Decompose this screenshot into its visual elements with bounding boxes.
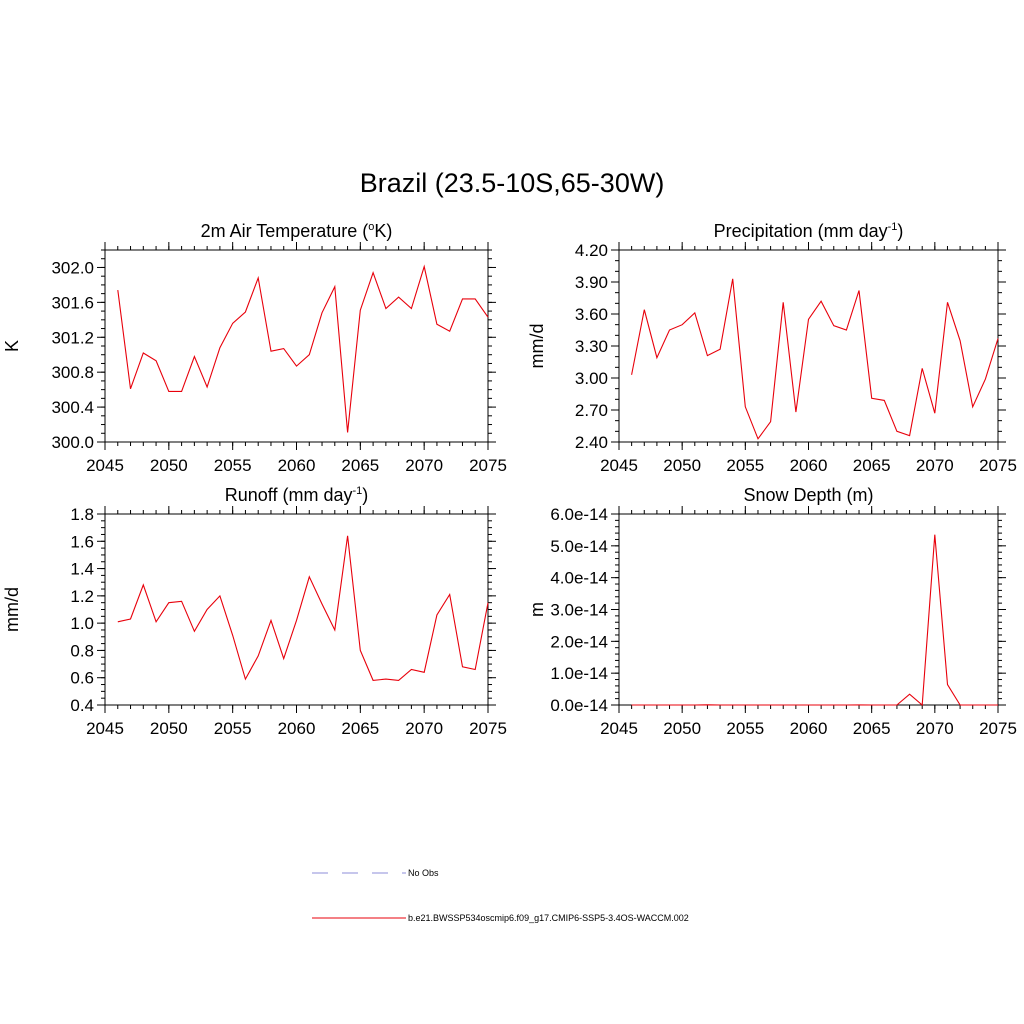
y-tick-label: 1.0 (70, 614, 94, 633)
x-tick-label: 2055 (726, 719, 764, 738)
x-tick-label: 2050 (663, 719, 701, 738)
plot-frame (618, 249, 999, 443)
y-tick-label: 3.0e-14 (550, 601, 608, 620)
y-tick-label: 301.6 (51, 293, 94, 312)
x-tick-label: 2070 (405, 719, 443, 738)
y-tick-label: 1.0e-14 (550, 664, 608, 683)
series-line-model (631, 534, 998, 707)
y-tick-label: 4.20 (575, 241, 608, 260)
x-tick-label: 2060 (278, 456, 316, 475)
plot-frame (104, 513, 489, 706)
panel-title: 2m Air Temperature (oK) (201, 221, 393, 241)
x-tick-label: 2060 (790, 456, 828, 475)
y-tick-label: 301.2 (51, 328, 94, 347)
y-tick-label: 300.0 (51, 433, 94, 452)
x-tick-label: 2060 (790, 719, 828, 738)
x-tick-label: 2065 (341, 456, 379, 475)
panel-precipitation: Precipitation (mm day-1) mm/d 2.40 2.70 3.00… (527, 221, 1017, 475)
x-tick-label: 2075 (469, 719, 507, 738)
legend-obs-label: No Obs (408, 868, 439, 878)
panel-snow-depth: Snow Depth (m) m 0.0e-14 1.0e-14 2.0e-14 3.0e… (527, 485, 1017, 738)
y-tick-label: 3.60 (575, 305, 608, 324)
y-axis-label: mm/d (527, 324, 547, 369)
plot-frame (104, 249, 489, 443)
y-axis-label: mm/d (2, 587, 22, 632)
y-tick-label: 4.0e-14 (550, 569, 608, 588)
y-tick-label: 300.8 (51, 363, 94, 382)
y-tick-label: 0.8 (70, 641, 94, 660)
panel-air-temperature: 2m Air Temperature (oK) K 300.0 300.4 300.8 3… (2, 221, 507, 475)
x-tick-label: 2045 (600, 456, 638, 475)
y-axis-label: m (527, 602, 547, 617)
y-axis-label: K (2, 340, 22, 352)
x-tick-label: 2065 (853, 456, 891, 475)
x-tick-label: 2075 (469, 456, 507, 475)
y-tick-label: 3.30 (575, 337, 608, 356)
legend-model-label: b.e21.BWSSP534oscmip6.f09_g17.CMIP6-SSP5… (408, 913, 689, 923)
y-tick-label: 1.2 (70, 587, 94, 606)
x-tick-label: 2075 (979, 456, 1017, 475)
y-tick-label: 300.4 (51, 398, 94, 417)
panel-title: Precipitation (mm day-1) (714, 221, 904, 241)
x-tick-label: 2045 (86, 719, 124, 738)
x-tick-label: 2070 (405, 456, 443, 475)
y-tick-label: 1.8 (70, 505, 94, 524)
y-tick-label: 1.4 (70, 560, 94, 579)
panel-runoff: Runoff (mm day-1) mm/d 0.4 0.6 0.8 1.0 1.2 1.4 1… (2, 485, 507, 738)
y-tick-label: 0.4 (70, 696, 94, 715)
x-tick-label: 2055 (214, 719, 252, 738)
y-tick-label: 2.70 (575, 401, 608, 420)
series-line-model (117, 264, 489, 433)
x-tick-label: 2065 (341, 719, 379, 738)
panel-title: Snow Depth (m) (743, 485, 873, 505)
figure-title: Brazil (23.5-10S,65-30W) (359, 168, 665, 198)
y-tick-label: 5.0e-14 (550, 537, 608, 556)
x-tick-label: 2070 (916, 456, 954, 475)
y-tick-label: 2.40 (575, 433, 608, 452)
x-tick-label: 2055 (214, 456, 252, 475)
series-line-model (631, 278, 999, 440)
x-tick-label: 2075 (979, 719, 1017, 738)
series-line-model (117, 535, 489, 681)
y-tick-label: 0.6 (70, 669, 94, 688)
x-tick-label: 2050 (150, 456, 188, 475)
y-tick-label: 3.90 (575, 273, 608, 292)
y-tick-label: 0.0e-14 (550, 696, 608, 715)
x-tick-label: 2060 (278, 719, 316, 738)
x-tick-label: 2050 (663, 456, 701, 475)
x-tick-label: 2045 (86, 456, 124, 475)
x-tick-label: 2050 (150, 719, 188, 738)
y-tick-label: 3.00 (575, 369, 608, 388)
y-tick-label: 2.0e-14 (550, 632, 608, 651)
x-tick-label: 2055 (726, 456, 764, 475)
y-tick-label: 302.0 (51, 258, 94, 277)
x-tick-label: 2070 (916, 719, 954, 738)
x-tick-label: 2065 (853, 719, 891, 738)
y-tick-label: 1.6 (70, 532, 94, 551)
panel-title: Runoff (mm day-1) (225, 485, 369, 505)
legend: No Obs b.e21.BWSSP534oscmip6.f09_g17.CMI… (312, 868, 689, 923)
y-tick-label: 6.0e-14 (550, 505, 608, 524)
x-tick-label: 2045 (600, 719, 638, 738)
